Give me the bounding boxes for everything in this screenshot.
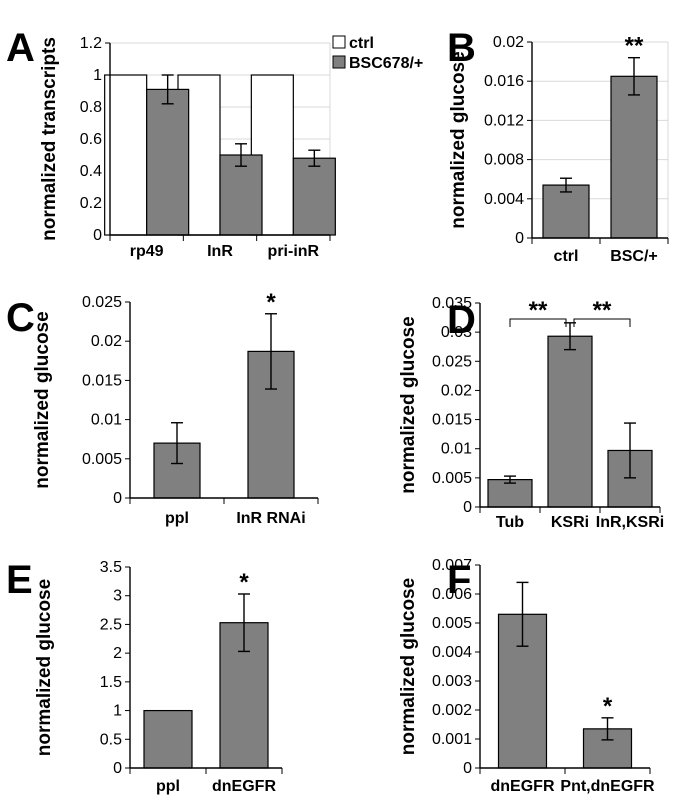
- y-tick-label: 0: [113, 490, 122, 507]
- x-category-label: InR,KSRi: [596, 514, 664, 531]
- y-tick-label: 0.01: [91, 412, 122, 429]
- y-tick-label: 0.002: [432, 702, 472, 719]
- y-tick-label: 2.5: [100, 616, 122, 633]
- y-tick-label: 0.015: [82, 372, 122, 389]
- panel-label: C: [6, 296, 35, 340]
- y-tick-label: 0.004: [432, 644, 472, 661]
- y-axis-label: normalized transcripts: [39, 37, 60, 241]
- bar-ctrl-0: [104, 74, 148, 236]
- chart-panel-b: B 0 0.004 0.008 0.012 0.016 0.02 normalized glu…: [447, 26, 669, 265]
- y-tick-label: 2: [113, 645, 122, 662]
- y-tick-label: 0.025: [432, 353, 472, 370]
- y-axis-label: normalized glucose: [448, 51, 469, 228]
- y-axis-label: normalized glucose: [32, 311, 53, 488]
- x-category-label: ppl: [165, 510, 189, 527]
- panel-label: F: [447, 558, 471, 602]
- significance-marker: **: [625, 33, 644, 60]
- y-tick-label: 0.2: [80, 195, 102, 212]
- x-category-label: rp49: [130, 243, 164, 260]
- y-tick-label: 1: [93, 67, 102, 84]
- y-tick-label: 0.02: [493, 34, 524, 51]
- y-axis-label: normalized glucose: [398, 578, 419, 755]
- y-tick-label: 0.001: [432, 731, 472, 748]
- x-category-label: InR RNAi: [236, 510, 305, 527]
- y-tick-label: 0.016: [484, 73, 524, 90]
- bar-value-0: [542, 184, 590, 239]
- legend-swatch: [332, 35, 346, 49]
- y-tick-label: 0.006: [432, 586, 472, 603]
- legend-label: ctrl: [349, 35, 374, 52]
- x-category-label: pri-inR: [268, 243, 320, 260]
- y-tick-label: 0.015: [432, 412, 472, 429]
- x-category-label: BSC/+: [610, 248, 658, 265]
- y-axis-label: normalized glucose: [34, 579, 55, 756]
- panel-label: E: [6, 558, 33, 602]
- y-tick-label: 0.005: [432, 470, 472, 487]
- chart-panel-a: A 0 0.2 0.4 0.6 0.8 1 1.2 normalized transcripts…: [6, 26, 423, 260]
- comparison-bracket: [573, 318, 631, 327]
- y-tick-label: 0.005: [432, 615, 472, 632]
- significance-marker: **: [529, 297, 548, 324]
- y-tick-label: 3: [113, 588, 122, 605]
- y-tick-label: 0.4: [80, 163, 102, 180]
- y-tick-label: 0.025: [82, 294, 122, 311]
- comparison-bracket: [509, 318, 567, 327]
- significance-marker: *: [603, 693, 613, 720]
- y-tick-label: 0.008: [484, 152, 524, 169]
- y-tick-label: 0: [515, 230, 524, 247]
- legend-label: BSC678/+: [349, 55, 423, 72]
- y-tick-label: 0.007: [432, 557, 472, 574]
- y-tick-label: 1: [113, 703, 122, 720]
- significance-marker: **: [593, 297, 612, 324]
- bar-value-1: [547, 335, 593, 508]
- panel-label: D: [447, 298, 476, 342]
- bar-bsc678--1: [219, 154, 263, 236]
- x-category-label: dnEGFR: [491, 778, 555, 795]
- y-axis-label: normalized glucose: [398, 316, 419, 493]
- x-category-label: Pnt,dnEGFR: [560, 778, 655, 795]
- bar-bsc678--2: [292, 157, 336, 236]
- significance-marker: *: [239, 569, 249, 596]
- significance-marker: *: [266, 289, 276, 316]
- bar-value-0: [143, 709, 193, 769]
- bar-value-1: [610, 75, 658, 239]
- y-tick-label: 0.02: [441, 382, 472, 399]
- y-tick-label: 0.01: [441, 441, 472, 458]
- y-tick-label: 0: [463, 760, 472, 777]
- y-tick-label: 0.012: [484, 112, 524, 129]
- panel-label: A: [6, 26, 35, 70]
- legend: ctrl BSC678/+: [332, 35, 423, 72]
- x-category-label: KSRi: [551, 514, 589, 531]
- x-category-label: Tub: [496, 514, 524, 531]
- y-tick-label: 0.004: [484, 191, 524, 208]
- chart-panel-d: D 0 0.005 0.01 0.015 0.02 0.025 0.03 0.035 normal…: [398, 295, 664, 531]
- x-category-label: InR: [207, 243, 233, 260]
- bar-bsc678--0: [146, 88, 190, 236]
- chart-panel-f: F 0 0.001 0.002 0.003 0.004 0.005 0.006 0.007 nor…: [398, 557, 655, 795]
- y-tick-label: 3.5: [100, 559, 122, 576]
- y-tick-label: 0.6: [80, 131, 102, 148]
- y-tick-label: 0.8: [80, 99, 102, 116]
- y-tick-label: 0.5: [100, 731, 122, 748]
- y-tick-label: 0.003: [432, 673, 472, 690]
- y-tick-label: 0: [113, 760, 122, 777]
- y-tick-label: 1.5: [100, 674, 122, 691]
- y-tick-label: 0.005: [82, 451, 122, 468]
- x-category-label: ctrl: [554, 248, 579, 265]
- legend-swatch: [332, 55, 346, 69]
- y-tick-label: 0.035: [432, 295, 472, 312]
- y-tick-label: 0.03: [441, 324, 472, 341]
- y-tick-label: 0.02: [91, 333, 122, 350]
- y-tick-label: 0: [463, 499, 472, 516]
- chart-panel-e: E 0 0.5 1 1.5 2 2.5 3 3.5 normalized glucose ppl dn…: [6, 558, 283, 795]
- panel-label: B: [447, 26, 476, 70]
- x-category-label: ppl: [156, 778, 180, 795]
- x-category-label: dnEGFR: [212, 778, 276, 795]
- y-tick-label: 0: [93, 227, 102, 244]
- y-tick-label: 1.2: [80, 35, 102, 52]
- chart-panel-c: C 0 0.005 0.01 0.015 0.02 0.025 normalized gluc…: [6, 289, 319, 527]
